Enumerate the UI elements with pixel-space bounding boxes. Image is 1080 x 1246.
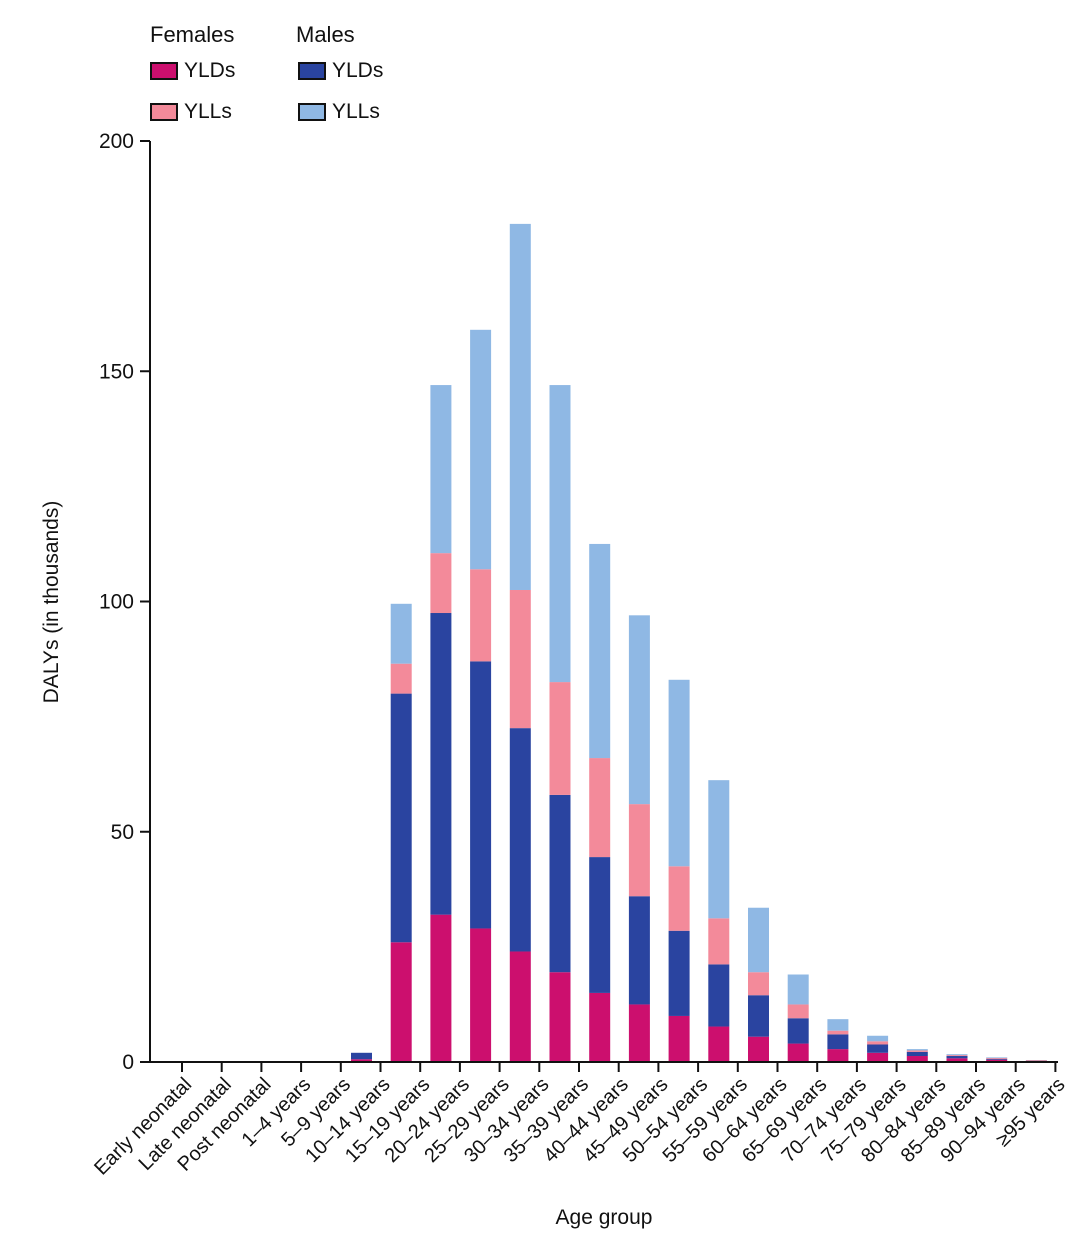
bar-segment-males-ylds bbox=[509, 728, 531, 952]
bar-segment-males-ylds bbox=[390, 693, 412, 943]
legend-title-females: Females bbox=[150, 22, 235, 47]
bar-segment-females-ylds bbox=[509, 951, 531, 1062]
bar-segment-males-ylls bbox=[787, 974, 809, 1005]
bar-segment-females-ylds bbox=[668, 1015, 690, 1062]
bar-segment-males-ylds bbox=[589, 857, 611, 993]
bar-segment-females-ylds bbox=[986, 1059, 1008, 1062]
bar-segment-females-ylls bbox=[589, 758, 611, 858]
bar-segment-males-ylds bbox=[1025, 1060, 1047, 1062]
bar-segment-females-ylds bbox=[351, 1059, 372, 1062]
bar-segment-males-ylls bbox=[589, 543, 611, 759]
y-tick-label: 50 bbox=[111, 821, 134, 844]
bar-segment-males-ylds bbox=[906, 1051, 928, 1057]
bar-segment-females-ylls bbox=[827, 1030, 849, 1035]
bar-segment-males-ylls bbox=[430, 385, 452, 554]
bar-segment-males-ylls bbox=[668, 679, 690, 867]
bar-segment-females-ylds bbox=[470, 928, 492, 1062]
bar-segment-males-ylds bbox=[430, 613, 452, 915]
bar-segment-males-ylls bbox=[906, 1049, 928, 1051]
bar-segment-males-ylds bbox=[986, 1058, 1008, 1060]
legend-item-males-ylds: YLDs bbox=[298, 59, 383, 83]
y-axis-ticks: 0 50 100 150 200 bbox=[99, 130, 150, 1074]
bar-segment-females-ylls bbox=[708, 918, 730, 965]
y-axis-label: DALYs (in thousands) bbox=[40, 501, 63, 704]
bar-segment-females-ylds bbox=[787, 1043, 809, 1062]
bar-segment-females-ylls bbox=[549, 682, 571, 795]
bar-segment-females-ylds bbox=[946, 1058, 968, 1062]
y-tick-label: 200 bbox=[99, 130, 134, 153]
bar-segment-males-ylds bbox=[351, 1052, 372, 1060]
y-tick-label: 100 bbox=[99, 591, 134, 614]
legend-label-males-ylds: YLDs bbox=[332, 59, 384, 82]
bar-segment-males-ylds bbox=[708, 964, 730, 1027]
bar-segment-males-ylls bbox=[628, 615, 650, 805]
bar-segment-females-ylls bbox=[867, 1041, 889, 1045]
bar-segment-males-ylls bbox=[867, 1035, 889, 1042]
bar-segment-males-ylls bbox=[986, 1057, 1008, 1058]
bar-segment-males-ylls bbox=[549, 385, 571, 683]
bar-segment-males-ylls bbox=[946, 1054, 968, 1056]
bar-segment-females-ylls bbox=[787, 1004, 809, 1019]
legend-item-males-ylls: YLLs bbox=[298, 100, 380, 124]
bar-segment-males-ylds bbox=[668, 930, 690, 1016]
bar-segment-males-ylls bbox=[827, 1019, 849, 1031]
legend-label-females-ylls: YLLs bbox=[184, 100, 232, 123]
bar-segment-females-ylls bbox=[470, 569, 492, 662]
bar-segment-females-ylls bbox=[390, 663, 412, 694]
legend-title-males: Males bbox=[296, 22, 355, 47]
bar-segment-males-ylls bbox=[509, 223, 531, 590]
legend-item-females-ylls: YLLs bbox=[150, 100, 232, 124]
bar-segment-females-ylls bbox=[748, 972, 769, 996]
x-axis-label: Age group bbox=[556, 1206, 653, 1229]
bar-segment-females-ylls bbox=[668, 866, 690, 931]
legend-label-females-ylds: YLDs bbox=[184, 59, 236, 82]
bar-segment-females-ylls bbox=[906, 1050, 928, 1052]
legend-swatch-males-ylls bbox=[298, 103, 326, 121]
bar-segment-males-ylds bbox=[787, 1018, 809, 1044]
bar-segment-females-ylds bbox=[708, 1026, 730, 1062]
bar-segment-males-ylds bbox=[470, 661, 492, 929]
bar-segment-males-ylds bbox=[748, 995, 769, 1037]
bar-segment-males-ylls bbox=[390, 603, 412, 664]
y-tick-label: 0 bbox=[122, 1051, 134, 1074]
bar-segment-females-ylls bbox=[1025, 1060, 1047, 1061]
bar-segment-females-ylds bbox=[628, 1004, 650, 1062]
bar-segment-females-ylds bbox=[549, 972, 571, 1062]
bar-segment-females-ylls bbox=[986, 1057, 1008, 1059]
bar-segment-females-ylls bbox=[628, 804, 650, 897]
bar-segment-females-ylds bbox=[827, 1049, 849, 1062]
y-tick-label: 150 bbox=[99, 360, 134, 383]
bar-segment-males-ylds bbox=[867, 1044, 889, 1053]
bar-segment-females-ylds bbox=[906, 1056, 928, 1062]
bar-segment-females-ylls bbox=[430, 553, 452, 614]
bar-segment-males-ylls bbox=[748, 907, 769, 973]
bars-layer bbox=[351, 223, 1047, 1062]
bar-segment-females-ylds bbox=[390, 942, 412, 1062]
bar-segment-males-ylls bbox=[470, 329, 492, 570]
bar-segment-females-ylds bbox=[867, 1052, 889, 1062]
bar-segment-males-ylds bbox=[946, 1056, 968, 1059]
bar-segment-females-ylls bbox=[946, 1055, 968, 1057]
bar-segment-males-ylds bbox=[549, 794, 571, 973]
legend-swatch-females-ylls bbox=[150, 103, 178, 121]
bar-segment-males-ylds bbox=[628, 896, 650, 1005]
bar-segment-females-ylds bbox=[430, 914, 452, 1062]
legend-swatch-males-ylds bbox=[298, 62, 326, 80]
bar-segment-males-ylds bbox=[827, 1034, 849, 1050]
bar-segment-females-ylds bbox=[589, 992, 611, 1062]
legend-swatch-females-ylds bbox=[150, 62, 178, 80]
legend-label-males-ylls: YLLs bbox=[332, 100, 380, 123]
bar-segment-females-ylls bbox=[509, 589, 531, 729]
legend-item-females-ylds: YLDs bbox=[150, 59, 235, 83]
bar-segment-males-ylls bbox=[708, 780, 730, 919]
bar-segment-females-ylds bbox=[748, 1036, 769, 1062]
